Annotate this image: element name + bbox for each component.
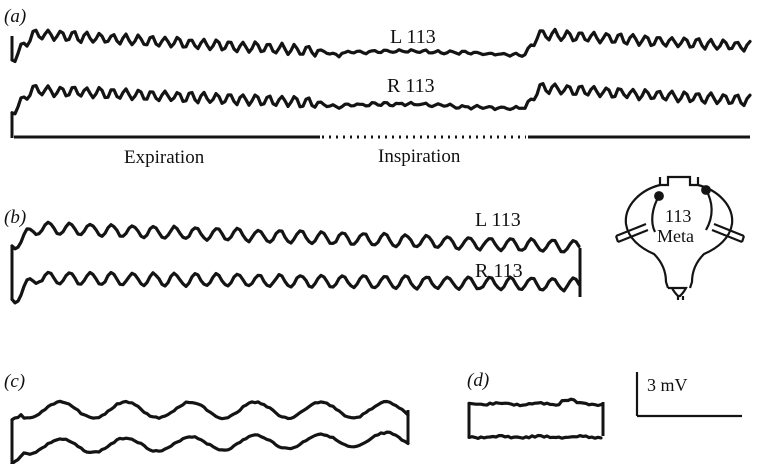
diagram-tail <box>676 296 685 300</box>
panel-b-label-r113: R 113 <box>475 260 523 282</box>
ganglion-diagram <box>614 175 746 300</box>
panel-a-label-l113: L 113 <box>390 26 436 48</box>
diagram-posterior <box>668 286 688 298</box>
diagram-axon-left <box>651 195 660 233</box>
panel-b-trace-left <box>10 220 581 254</box>
diagram-ganglion-outline <box>624 183 734 289</box>
diagram-nerve-left-cut <box>614 235 620 243</box>
panel-b-label: (b) <box>4 207 26 228</box>
panel-c-trace-upper <box>10 399 410 422</box>
panel-b-label-l113: L 113 <box>475 209 521 231</box>
panel-a-trace-left <box>10 27 752 64</box>
diagram-nerve-left <box>615 222 649 244</box>
diagram-top-connective <box>658 175 700 187</box>
panel-d-trace-upper <box>467 397 603 408</box>
diagram-axon-right <box>705 189 713 231</box>
panel-a-trace-right <box>10 82 752 116</box>
panel-d-label: (d) <box>467 370 489 391</box>
diagram-label-number: 113 <box>665 206 691 226</box>
phase-expiration: Expiration <box>124 147 205 168</box>
scale-bar-label: 3 mV <box>647 375 688 395</box>
panel-a-label: (a) <box>4 6 26 27</box>
diagram-label-name: Meta <box>657 226 694 246</box>
diagram-nerve-right-cut <box>740 235 746 243</box>
panel-d-trace-lower <box>467 433 603 440</box>
phase-inspiration: Inspiration <box>378 146 461 167</box>
panel-c-trace-lower <box>10 430 410 464</box>
panel-b-trace-right <box>10 270 581 305</box>
panel-a-label-r113: R 113 <box>387 75 435 97</box>
diagram-nerve-right <box>711 222 745 244</box>
panel-c-label: (c) <box>4 371 25 392</box>
